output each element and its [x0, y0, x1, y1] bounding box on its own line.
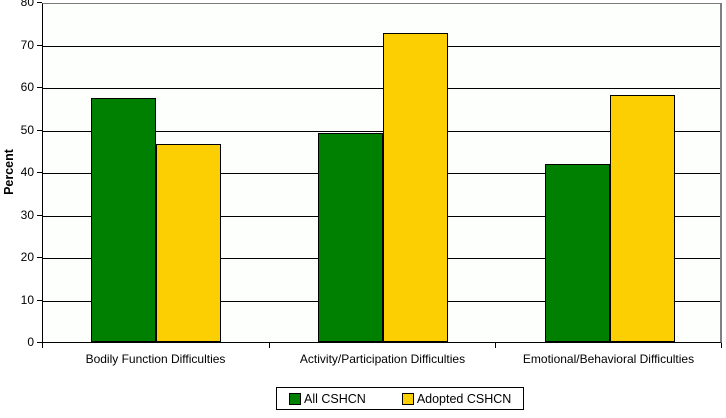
- bar-all-cshcn-0: [91, 98, 156, 342]
- legend: All CSHCN Adopted CSHCN: [276, 387, 525, 410]
- legend-label-adopted-cshcn: Adopted CSHCN: [416, 391, 512, 406]
- legend-swatch-adopted-cshcn: [401, 392, 414, 405]
- y-tick-label-60: 60: [20, 80, 34, 94]
- x-axis-label-2: Emotional/Behavioral Difficulties: [522, 352, 695, 366]
- bar-adopted-cshcn-2: [610, 95, 675, 342]
- x-tick-0: [42, 343, 43, 348]
- y-tick-label-0: 0: [27, 335, 34, 349]
- gridline-60: [43, 88, 720, 89]
- legend-label-all-cshcn: All CSHCN: [304, 391, 366, 406]
- y-tick-50: [37, 129, 42, 131]
- legend-swatch-all-cshcn: [289, 392, 301, 405]
- y-tick-label-70: 70: [20, 37, 34, 52]
- y-tick-label-80: 80: [20, 0, 34, 9]
- gridline-50: [43, 130, 720, 132]
- y-tick-0: [37, 342, 42, 343]
- bar-all-cshcn-1: [318, 133, 383, 342]
- y-tick-80: [37, 2, 42, 3]
- y-tick-20: [37, 257, 42, 258]
- x-axis-label-0: Bodily Function Difficulties: [85, 352, 226, 366]
- bar-all-cshcn-2: [545, 164, 610, 342]
- y-tick-label-30: 30: [20, 207, 34, 222]
- legend-item-all-cshcn: All CSHCN: [289, 392, 366, 406]
- plot-area: [42, 3, 722, 343]
- x-axis-label-1: Activity/Participation Difficulties: [299, 352, 466, 366]
- y-tick-label-40: 40: [20, 165, 34, 179]
- y-tick-label-20: 20: [20, 250, 34, 264]
- gridline-70: [43, 45, 720, 47]
- y-tick-60: [37, 87, 42, 88]
- x-tick-1: [269, 343, 270, 348]
- y-tick-10: [37, 299, 42, 301]
- y-tick-40: [37, 172, 42, 173]
- bar-adopted-cshcn-1: [383, 33, 448, 342]
- y-tick-label-10: 10: [20, 292, 34, 307]
- y-tick-30: [37, 214, 42, 216]
- y-tick-label-50: 50: [20, 122, 34, 137]
- x-tick-2: [495, 343, 496, 348]
- legend-item-adopted-cshcn: Adopted CSHCN: [401, 391, 512, 406]
- bar-adopted-cshcn-0: [156, 144, 221, 342]
- x-tick-3: [721, 343, 722, 348]
- y-tick-70: [37, 44, 42, 46]
